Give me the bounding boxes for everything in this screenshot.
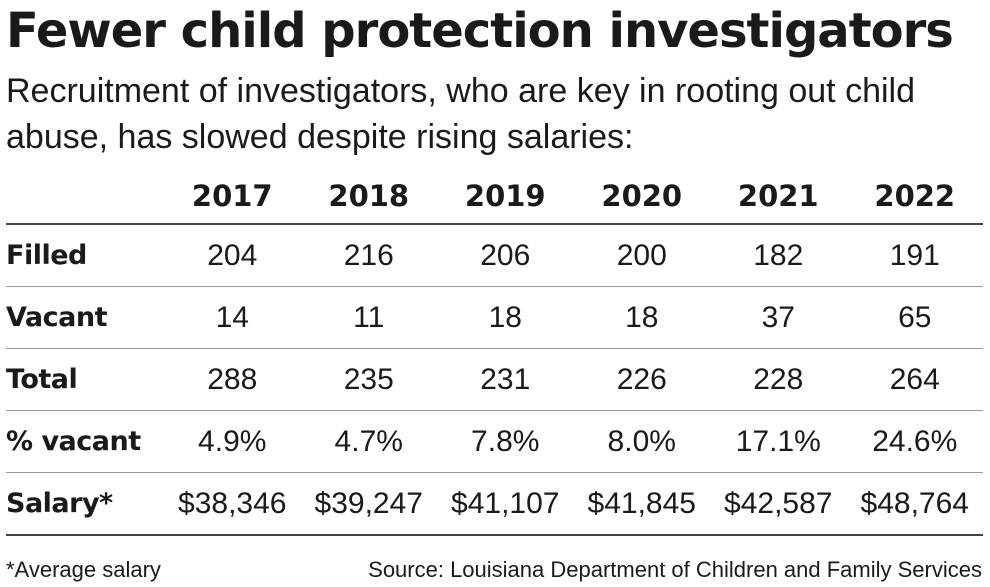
- table-cell: 264: [846, 348, 983, 411]
- table-cell: 4.9%: [164, 410, 301, 473]
- data-table: 2017 2018 2019 2020 2021 2022 Filled 204…: [6, 168, 983, 536]
- table-row-total: Total 288 235 231 226 228 264: [6, 348, 983, 411]
- year-header: 2019: [437, 168, 574, 225]
- year-header: 2017: [164, 168, 301, 225]
- row-label: Total: [6, 348, 164, 411]
- footnote: *Average salary: [6, 557, 161, 582]
- year-header: 2018: [300, 168, 437, 225]
- table-cell: $39,247: [300, 472, 437, 536]
- row-label: % vacant: [6, 410, 164, 473]
- year-header: 2021: [710, 168, 847, 225]
- table-cell: 24.6%: [846, 410, 983, 473]
- table-cell: $41,845: [573, 472, 710, 536]
- table-cell: 8.0%: [573, 410, 710, 473]
- table-cell: 65: [846, 286, 983, 349]
- table-cell: 182: [710, 224, 847, 287]
- chart-subtitle: Recruitment of investigators, who are ke…: [6, 72, 916, 156]
- table-row-vacant: Vacant 14 11 18 18 37 65: [6, 286, 983, 349]
- table-cell: 7.8%: [437, 410, 574, 473]
- row-label: Vacant: [6, 286, 164, 349]
- table-cell: 228: [710, 348, 847, 411]
- chart-title: Fewer child protection investigators: [6, 3, 954, 59]
- table-cell: $42,587: [710, 472, 847, 536]
- table-cell: 191: [846, 224, 983, 287]
- year-header: 2020: [573, 168, 710, 225]
- table-cell: 11: [300, 286, 437, 349]
- year-header: 2022: [846, 168, 983, 225]
- row-label: Filled: [6, 224, 164, 287]
- table-cell: 4.7%: [300, 410, 437, 473]
- table-cell: 14: [164, 286, 301, 349]
- table-cell: 235: [300, 348, 437, 411]
- table-cell: 206: [437, 224, 574, 287]
- table-cell: 216: [300, 224, 437, 287]
- table-cell: 37: [710, 286, 847, 349]
- row-label-header: [6, 168, 164, 225]
- table-cell: 226: [573, 348, 710, 411]
- table-cell: 288: [164, 348, 301, 411]
- table-cell: $48,764: [846, 472, 983, 536]
- table-row-salary: Salary* $38,346 $39,247 $41,107 $41,845 …: [6, 472, 983, 536]
- table-cell: 18: [437, 286, 574, 349]
- table-cell: 204: [164, 224, 301, 287]
- table-cell: $41,107: [437, 472, 574, 536]
- table-cell: 200: [573, 224, 710, 287]
- table-cell: 231: [437, 348, 574, 411]
- row-label: Salary*: [6, 472, 164, 536]
- table-cell: 18: [573, 286, 710, 349]
- source-credit: Source: Louisiana Department of Children…: [368, 557, 982, 582]
- header-row: 2017 2018 2019 2020 2021 2022: [6, 168, 983, 225]
- table-row-filled: Filled 204 216 206 200 182 191: [6, 224, 983, 287]
- table-cell: $38,346: [164, 472, 301, 536]
- table-cell: 17.1%: [710, 410, 847, 473]
- table-row-percent-vacant: % vacant 4.9% 4.7% 7.8% 8.0% 17.1% 24.6%: [6, 410, 983, 473]
